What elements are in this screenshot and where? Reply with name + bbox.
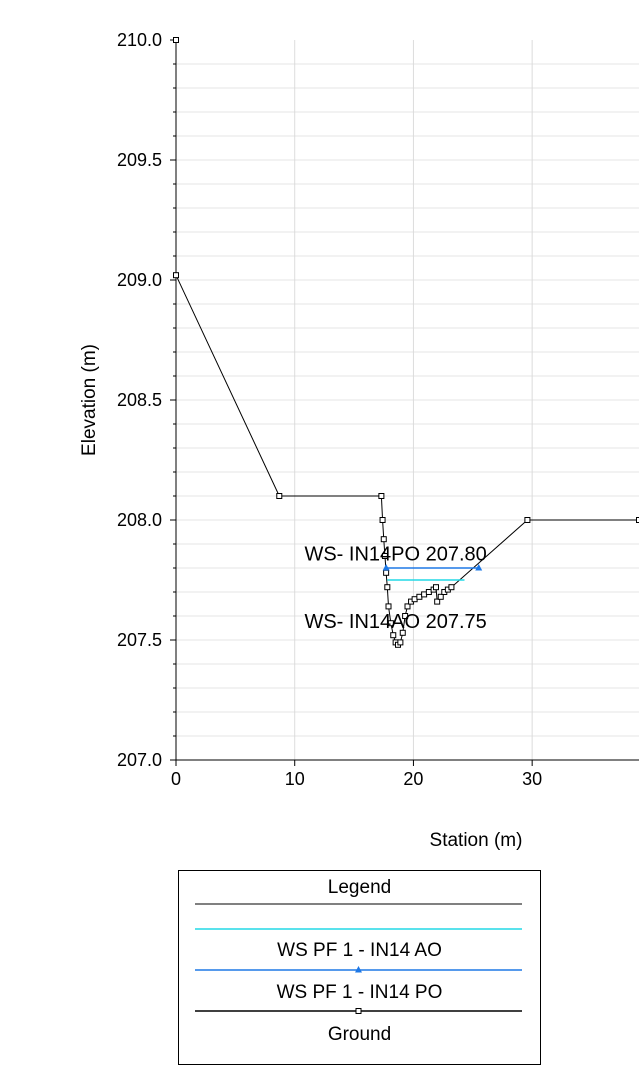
ground-point	[387, 620, 394, 627]
ground-point	[276, 493, 283, 499]
y-tick-label: 210.0	[117, 30, 162, 50]
ground-point	[381, 553, 388, 559]
ground-point	[384, 584, 391, 591]
y-tick-label: 209.5	[117, 150, 162, 170]
legend: Legend WS PF 1 - IN14 AO WS PF 1 - IN14 …	[178, 870, 541, 1065]
ground-point	[379, 517, 386, 523]
ground-point	[173, 272, 179, 279]
legend-label-ws-po: WS PF 1 - IN14 PO	[276, 982, 443, 1003]
ws-po-point	[382, 564, 390, 571]
ground-point	[173, 37, 179, 43]
labels: 207.0 207.5 208.0 208.5 209.0 209.5 210.0 0 10 20…	[117, 30, 542, 789]
ground-point	[402, 613, 409, 619]
grid	[176, 40, 639, 760]
legend-marker-2	[355, 1008, 362, 1014]
ground-point	[383, 569, 390, 576]
legend-title: Legend	[327, 877, 392, 898]
legend-label-ground: Ground	[327, 1024, 392, 1045]
ws-po-point	[475, 564, 483, 571]
series-layer	[173, 37, 639, 648]
x-axis-title: Station (m)	[430, 830, 523, 851]
ground-point	[437, 593, 444, 600]
ground-point	[378, 493, 385, 499]
x-tick-label: 0	[171, 769, 181, 789]
ground-point	[434, 598, 441, 605]
ground-point	[404, 603, 411, 610]
x-tick-label: 20	[403, 769, 423, 789]
ground-point	[399, 629, 406, 636]
x-tick-label: 30	[522, 769, 542, 789]
ground-point	[524, 517, 531, 523]
ground-point	[385, 603, 392, 610]
ground-point	[380, 536, 387, 543]
x-tick-label: 10	[285, 769, 305, 789]
y-tick-label: 208.5	[117, 390, 162, 410]
y-tick-label: 207.0	[117, 750, 162, 770]
y-tick-label: 208.0	[117, 510, 162, 530]
ws-annotation-1: WS- IN14AO 207.75	[304, 611, 486, 633]
ground-point	[448, 584, 455, 591]
axes	[170, 39, 639, 766]
ground-point	[390, 632, 397, 639]
y-tick-label: 207.5	[117, 630, 162, 650]
legend-swatches	[195, 903, 522, 1014]
ground-point	[397, 639, 404, 646]
y-axis-title: Elevation (m)	[79, 344, 100, 456]
legend-marker-1	[355, 966, 362, 973]
ground-point	[432, 584, 439, 591]
legend-label-ws-ao: WS PF 1 - IN14 AO	[277, 940, 442, 961]
ground-point	[636, 517, 639, 523]
chart-plot: 207.0 207.5 208.0 208.5 209.0 209.5 210.0 0 10 20…	[79, 30, 639, 851]
y-tick-label: 209.0	[117, 270, 162, 290]
ws-annotation-0: WS- IN14PO 207.80	[304, 544, 486, 566]
